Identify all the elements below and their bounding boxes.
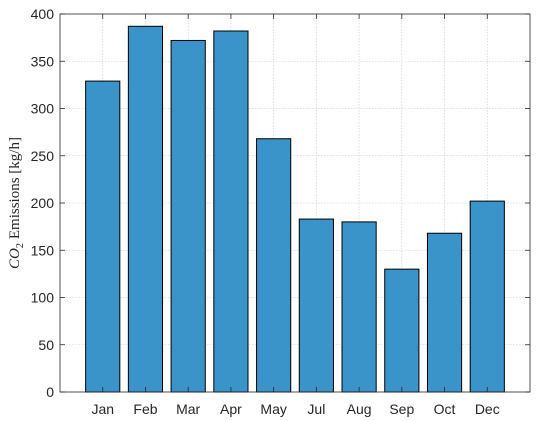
y-tick-label: 50	[38, 337, 54, 353]
x-tick-label: Mar	[176, 401, 200, 417]
y-tick-label: 400	[31, 6, 55, 22]
y-tick-label: 250	[31, 148, 55, 164]
y-tick-label: 350	[31, 53, 55, 69]
x-tick-label: Oct	[434, 401, 456, 417]
bar-mar	[170, 39, 206, 393]
y-tick-label: 150	[31, 242, 55, 258]
y-tick-label: 300	[31, 101, 55, 117]
bar-dec	[469, 200, 505, 393]
y-tick-label: 200	[31, 195, 55, 211]
x-tick-label: Sep	[389, 401, 414, 417]
x-axis-ticks: Jan Feb Mar Apr May Jul Aug Sep Oct Dec	[91, 14, 500, 417]
bar-oct	[426, 232, 463, 393]
x-tick-label: Jan	[91, 401, 114, 417]
x-tick-label: Dec	[475, 401, 500, 417]
y-axis-label-subscript: 2	[15, 243, 26, 248]
bar-may	[256, 138, 292, 393]
bar-jan	[85, 80, 121, 393]
y-axis-label-species: CO	[7, 248, 23, 269]
x-tick-label: Aug	[347, 401, 372, 417]
bar-sep	[384, 268, 420, 393]
bar-jul	[298, 218, 334, 393]
x-tick-label: Apr	[220, 401, 242, 417]
y-tick-label: 100	[31, 290, 55, 306]
y-tick-label: 0	[46, 384, 54, 400]
y-axis-label-text: Emissions [kg/h]	[7, 137, 23, 239]
y-axis-ticks: 0 50 100 150 200 250 300 350 400	[31, 6, 530, 400]
x-tick-label: Feb	[133, 401, 157, 417]
bars	[85, 25, 505, 393]
bar-aug	[341, 221, 377, 393]
bar-feb	[127, 25, 164, 393]
y-axis-label: CO2 Emissions [kg/h]	[7, 137, 26, 269]
bar-apr	[213, 30, 249, 393]
x-tick-label: Jul	[307, 401, 325, 417]
x-tick-label: May	[260, 401, 286, 417]
